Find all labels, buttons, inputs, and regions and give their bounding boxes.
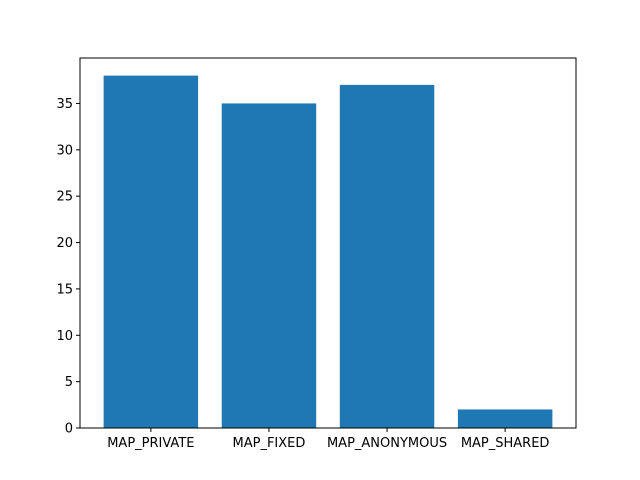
bar-map-fixed <box>221 103 317 428</box>
y-tick-label: 20 <box>56 236 73 251</box>
x-axis-ticks: MAP_PRIVATE MAP_FIXED MAP_ANONYMOUS MAP_SHA… <box>107 428 549 451</box>
y-axis-ticks: 0 5 10 15 20 25 30 35 <box>56 97 80 437</box>
y-tick-label: 35 <box>56 97 73 112</box>
bar-map-shared <box>457 409 553 428</box>
y-tick-label: 25 <box>56 190 73 205</box>
x-tick-label: MAP_PRIVATE <box>107 436 194 451</box>
x-tick-label: MAP_SHARED <box>461 436 550 451</box>
y-tick-label: 10 <box>56 329 73 344</box>
plot-frame <box>79 57 577 429</box>
bars-group <box>103 75 553 429</box>
x-tick-label: MAP_ANONYMOUS <box>327 436 447 451</box>
y-tick-label: 5 <box>65 375 73 390</box>
x-tick-label: MAP_FIXED <box>233 436 306 451</box>
bar-map-anonymous <box>339 84 435 429</box>
y-tick-label: 15 <box>56 282 73 297</box>
y-tick-label: 0 <box>65 422 73 437</box>
bar-map-private <box>103 75 199 428</box>
y-tick-label: 30 <box>56 143 73 158</box>
